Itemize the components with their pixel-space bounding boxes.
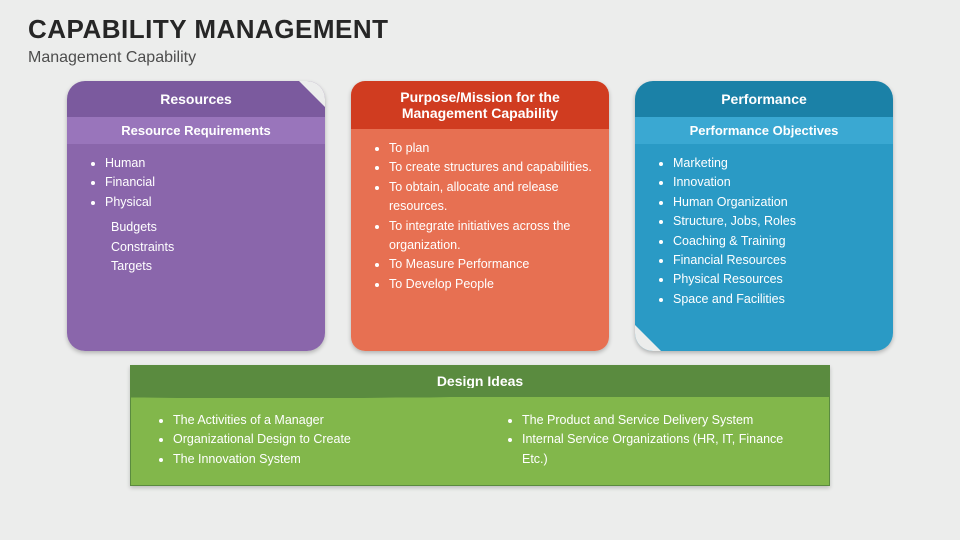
resources-body: Human Financial Physical Budgets Constra… (67, 144, 325, 351)
resources-bullets: Human Financial Physical (83, 154, 309, 212)
mission-bullets: To plan To create structures and capabil… (367, 139, 593, 294)
mission-body: To plan To create structures and capabil… (351, 129, 609, 351)
performance-body: Marketing Innovation Human Organization … (635, 144, 893, 351)
resources-sublist: Budgets Constraints Targets (83, 218, 309, 276)
list-item: To Measure Performance (389, 255, 593, 274)
list-item: Physical Resources (673, 270, 877, 289)
resources-header: Resources (67, 81, 325, 117)
list-item: Targets (111, 257, 309, 276)
list-item: Internal Service Organizations (HR, IT, … (522, 430, 809, 469)
list-item: Human (105, 154, 309, 173)
list-item: The Activities of a Manager (173, 411, 460, 430)
performance-subheader: Performance Objectives (635, 117, 893, 144)
cards-row: Resources Resource Requirements Human Fi… (28, 81, 932, 351)
design-col2: The Product and Service Delivery System … (500, 411, 809, 469)
card-mission: Purpose/Mission for the Management Capab… (351, 81, 609, 351)
design-header: Design Ideas (130, 365, 830, 397)
page-subtitle: Management Capability (28, 49, 932, 67)
list-item: Financial (105, 173, 309, 192)
list-item: Organizational Design to Create (173, 430, 460, 449)
slide: CAPABILITY MANAGEMENT Management Capabil… (0, 0, 960, 540)
list-item: The Product and Service Delivery System (522, 411, 809, 430)
card-performance: Performance Performance Objectives Marke… (635, 81, 893, 351)
list-item: Human Organization (673, 193, 877, 212)
performance-header: Performance (635, 81, 893, 117)
list-item: Financial Resources (673, 251, 877, 270)
card-resources: Resources Resource Requirements Human Fi… (67, 81, 325, 351)
list-item: Physical (105, 193, 309, 212)
list-item: Marketing (673, 154, 877, 173)
card-design-ideas: Design Ideas The Activities of a Manager… (130, 365, 830, 486)
resources-subheader: Resource Requirements (67, 117, 325, 144)
list-item: To obtain, allocate and release resource… (389, 178, 593, 217)
mission-header: Purpose/Mission for the Management Capab… (351, 81, 609, 129)
list-item: To create structures and capabilities. (389, 158, 593, 177)
performance-bullets: Marketing Innovation Human Organization … (651, 154, 877, 309)
list-item: To integrate initiatives across the orga… (389, 217, 593, 256)
list-item: To Develop People (389, 275, 593, 294)
list-item: The Innovation System (173, 450, 460, 469)
list-item: Constraints (111, 238, 309, 257)
design-col1: The Activities of a Manager Organization… (151, 411, 460, 469)
list-item: Space and Facilities (673, 290, 877, 309)
list-item: Innovation (673, 173, 877, 192)
list-item: Structure, Jobs, Roles (673, 212, 877, 231)
design-body: The Activities of a Manager Organization… (130, 397, 830, 486)
page-title: CAPABILITY MANAGEMENT (28, 14, 932, 45)
list-item: To plan (389, 139, 593, 158)
list-item: Coaching & Training (673, 232, 877, 251)
list-item: Budgets (111, 218, 309, 237)
